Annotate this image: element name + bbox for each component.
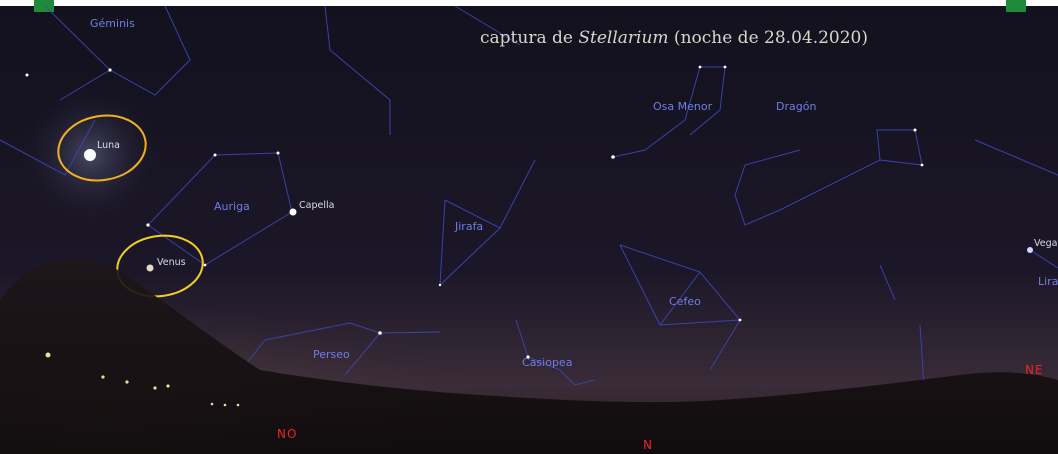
constellation-label: Géminis: [90, 17, 135, 30]
constellation-label: Dragón: [776, 100, 816, 113]
caption-emphasis: Stellarium: [578, 28, 668, 48]
object-label: Capella: [299, 200, 334, 211]
constellation-label: Lira: [1038, 275, 1058, 288]
star: [214, 154, 217, 157]
constellation-label: Cefeo: [669, 295, 701, 308]
constellation-label: Casiopea: [522, 356, 572, 369]
light: [101, 375, 104, 378]
sky-view: captura de Stellarium (noche de 28.04.20…: [0, 0, 1058, 454]
light: [237, 404, 240, 407]
star: [611, 155, 615, 159]
star: [724, 66, 727, 69]
caption-prefix: captura de: [480, 28, 578, 48]
star: [914, 129, 917, 132]
light: [211, 403, 214, 406]
object-label: Luna: [97, 140, 120, 151]
light: [153, 386, 156, 389]
constellation-label: Osa Menor: [653, 100, 713, 113]
moon: [84, 149, 96, 161]
corner-tab: [34, 0, 54, 12]
star: [277, 152, 280, 155]
page: captura de Stellarium (noche de 28.04.20…: [0, 0, 1058, 454]
star: [108, 68, 111, 71]
cardinal-label: N: [643, 438, 653, 452]
corner-tab: [1006, 0, 1026, 12]
constellation-label: Jirafa: [454, 220, 483, 233]
caption-suffix: (noche de 28.04.2020): [669, 28, 868, 48]
object-label: Vega: [1034, 238, 1057, 249]
object-label: Venus: [157, 257, 186, 268]
star: [739, 319, 742, 322]
star: [699, 66, 702, 69]
caption: captura de Stellarium (noche de 28.04.20…: [480, 28, 868, 48]
light: [224, 404, 227, 407]
star: [921, 164, 924, 167]
top-border: [0, 0, 1058, 6]
cardinal-label: NE: [1025, 363, 1044, 377]
light: [166, 384, 169, 387]
capella-star: [290, 209, 297, 216]
vega-star: [1027, 247, 1033, 253]
constellation-label: Perseo: [313, 348, 350, 361]
constellation-label: Auriga: [214, 200, 250, 213]
light: [46, 353, 51, 358]
cardinal-label: NO: [277, 427, 297, 441]
light: [125, 380, 128, 383]
star: [146, 223, 149, 226]
star: [26, 74, 29, 77]
